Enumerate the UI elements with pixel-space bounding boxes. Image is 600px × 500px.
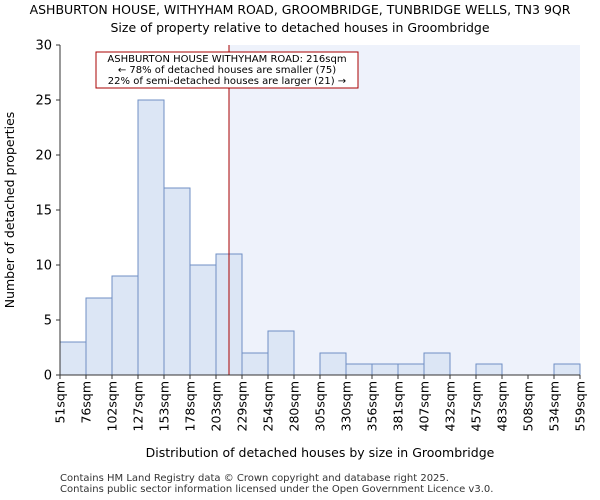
chart-title-line1: ASHBURTON HOUSE, WITHYHAM ROAD, GROOMBRI…: [29, 2, 571, 17]
x-tick-label: 305sqm: [313, 381, 328, 431]
bar-407sqm: [423, 352, 451, 376]
bar-356sqm: [371, 363, 399, 376]
bar-76sqm: [85, 297, 113, 376]
x-tick-label: 254sqm: [261, 381, 276, 431]
x-axis-title: Distribution of detached houses by size …: [146, 445, 495, 460]
bar-381sqm: [397, 363, 425, 376]
bar-178sqm: [189, 264, 217, 376]
bar-254sqm: [267, 330, 295, 376]
bar-330sqm: [345, 363, 373, 376]
x-tick-label: 229sqm: [235, 381, 250, 431]
bar-102sqm: [111, 275, 139, 376]
y-tick-label: 0: [44, 369, 52, 384]
x-tick-label: 483sqm: [495, 381, 510, 431]
bar-229sqm: [241, 352, 269, 376]
x-tick-label: 432sqm: [443, 381, 458, 431]
x-tick-label: 407sqm: [417, 381, 432, 431]
x-tick-label: 203sqm: [209, 381, 224, 431]
bar-534sqm: [553, 363, 581, 376]
x-tick-label: 356sqm: [365, 381, 380, 431]
x-tick-label: 330sqm: [339, 381, 354, 431]
y-tick-label: 10: [35, 259, 52, 274]
x-tick-label: 559sqm: [573, 381, 588, 431]
x-tick-label: 534sqm: [547, 381, 562, 431]
x-tick-label: 178sqm: [183, 381, 198, 431]
x-tick-label: 76sqm: [79, 381, 94, 424]
y-tick-label: 30: [35, 39, 52, 54]
annotation-line-3: 22% of semi-detached houses are larger (…: [108, 76, 346, 87]
footer-copyright: Contains HM Land Registry data © Crown c…: [60, 473, 449, 484]
highlight-region: [229, 45, 580, 375]
annotation-box: [95, 51, 359, 89]
annotation-line-1: ASHBURTON HOUSE WITHYHAM ROAD: 216sqm: [107, 54, 346, 65]
bar-153sqm: [163, 187, 191, 376]
y-tick-label: 5: [44, 314, 52, 329]
x-tick-label: 153sqm: [157, 381, 172, 431]
y-axis-title: Number of detached properties: [2, 112, 17, 309]
x-tick-label: 280sqm: [287, 381, 302, 431]
footer-licence: Contains public sector information licen…: [60, 484, 494, 495]
bar-51sqm: [59, 341, 87, 376]
x-tick-label: 51sqm: [53, 381, 68, 424]
x-tick-label: 457sqm: [469, 381, 484, 431]
bar-457sqm: [475, 363, 503, 376]
x-tick-label: 508sqm: [521, 381, 536, 431]
x-tick-label: 127sqm: [131, 381, 146, 431]
y-tick-label: 20: [35, 149, 52, 164]
bar-127sqm: [137, 99, 165, 376]
y-tick-label: 25: [35, 94, 52, 109]
annotation-line-2: ← 78% of detached houses are smaller (75…: [118, 65, 336, 76]
chart-title-line2: Size of property relative to detached ho…: [110, 20, 490, 35]
y-tick-label: 15: [35, 204, 52, 219]
bar-305sqm: [319, 352, 347, 376]
x-tick-label: 381sqm: [391, 381, 406, 431]
x-tick-label: 102sqm: [105, 381, 120, 431]
